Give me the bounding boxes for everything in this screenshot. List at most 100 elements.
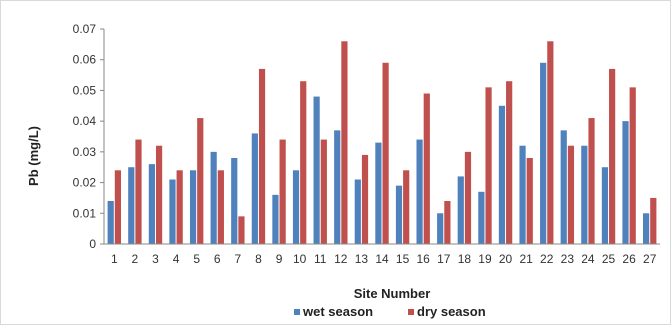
x-tick-label: 20 bbox=[499, 252, 513, 266]
y-tick-label: 0.06 bbox=[73, 53, 97, 67]
bar-dry-season-site-2 bbox=[135, 139, 142, 244]
bar-dry-season-site-6 bbox=[217, 170, 224, 244]
x-tick-label: 12 bbox=[334, 252, 348, 266]
bar-wet-season-site-25 bbox=[601, 167, 609, 244]
x-axis-tick-labels: 1 2 3 4 5 6 7 8 9 10 11 12 13 14 15 16 17 18 19 20 21 22 23 24 2… bbox=[111, 252, 657, 266]
bar-dry-season-site-21 bbox=[526, 158, 533, 244]
bar-dry-season-site-8 bbox=[258, 68, 266, 244]
bar-wet-season-site-12 bbox=[334, 130, 341, 244]
bar-wet-season-site-10 bbox=[292, 170, 300, 244]
bar-wet-season-site-19 bbox=[478, 191, 485, 244]
bar-wet-season-site-8 bbox=[251, 133, 258, 244]
bar-wet-season-site-11 bbox=[313, 96, 320, 244]
x-tick-label: 3 bbox=[152, 252, 159, 266]
y-axis-ticks: 0 0.01 0.02 0.03 0.04 0.05 0.06 0.07 bbox=[73, 22, 104, 251]
bar-dry-season-site-20 bbox=[506, 81, 513, 244]
bar-wet-season-site-9 bbox=[272, 194, 279, 244]
x-tick-label: 7 bbox=[235, 252, 242, 266]
x-tick-label: 24 bbox=[581, 252, 595, 266]
x-axis-title: Site Number bbox=[354, 286, 431, 301]
x-tick-label: 21 bbox=[519, 252, 533, 266]
bar-wet-season-site-2 bbox=[128, 167, 135, 244]
y-tick-label: 0.07 bbox=[73, 22, 97, 36]
bars bbox=[107, 41, 657, 245]
x-tick-label: 22 bbox=[540, 252, 554, 266]
legend-label-wet-season: wet season bbox=[302, 304, 373, 319]
x-tick-label: 15 bbox=[396, 252, 410, 266]
bar-dry-season-site-17 bbox=[444, 201, 451, 244]
x-tick-label: 16 bbox=[417, 252, 431, 266]
bar-dry-season-site-26 bbox=[629, 87, 636, 244]
bar-wet-season-site-20 bbox=[498, 105, 506, 245]
x-tick-label: 19 bbox=[478, 252, 492, 266]
legend-swatch-dry-season bbox=[408, 309, 414, 315]
x-tick-label: 4 bbox=[173, 252, 180, 266]
bar-dry-season-site-18 bbox=[464, 151, 472, 244]
bar-dry-season-site-1 bbox=[114, 170, 121, 244]
bar-dry-season-site-24 bbox=[588, 118, 595, 244]
x-tick-label: 25 bbox=[602, 252, 616, 266]
bar-dry-season-site-25 bbox=[609, 68, 616, 244]
bar-wet-season-site-24 bbox=[581, 145, 588, 244]
bar-dry-season-site-14 bbox=[382, 62, 389, 245]
bar-wet-season-site-23 bbox=[560, 130, 567, 244]
x-tick-label: 10 bbox=[293, 252, 307, 266]
y-tick-label: 0.02 bbox=[73, 176, 97, 190]
bar-dry-season-site-19 bbox=[485, 87, 492, 244]
bar-wet-season-site-27 bbox=[643, 213, 650, 244]
x-tick-label: 27 bbox=[643, 252, 657, 266]
x-tick-label: 1 bbox=[111, 252, 118, 266]
bar-wet-season-site-5 bbox=[189, 170, 197, 244]
x-tick-label: 17 bbox=[437, 252, 451, 266]
bar-dry-season-site-9 bbox=[279, 139, 286, 244]
x-tick-label: 2 bbox=[132, 252, 139, 266]
x-tick-label: 11 bbox=[314, 252, 327, 266]
bar-dry-season-site-13 bbox=[361, 154, 369, 244]
bar-dry-season-site-23 bbox=[567, 145, 575, 244]
bar-wet-season-site-22 bbox=[540, 62, 547, 245]
x-tick-label: 14 bbox=[375, 252, 389, 266]
x-tick-label: 18 bbox=[458, 252, 472, 266]
bar-wet-season-site-3 bbox=[148, 164, 155, 244]
bar-dry-season-site-15 bbox=[403, 170, 410, 244]
bar-wet-season-site-14 bbox=[375, 142, 382, 244]
bar-wet-season-site-16 bbox=[416, 139, 423, 244]
x-tick-label: 13 bbox=[355, 252, 369, 266]
y-tick-label: 0.04 bbox=[73, 114, 97, 128]
bar-wet-season-site-17 bbox=[437, 213, 444, 244]
y-axis-title: Pb (mg/L) bbox=[26, 126, 41, 186]
y-tick-label: 0.05 bbox=[73, 83, 97, 97]
y-tick-label: 0.03 bbox=[73, 145, 97, 159]
legend: wet season dry season bbox=[294, 304, 486, 319]
x-tick-label: 9 bbox=[276, 252, 283, 266]
x-tick-label: 8 bbox=[255, 252, 262, 266]
bar-wet-season-site-7 bbox=[231, 158, 238, 244]
bar-dry-season-site-11 bbox=[320, 139, 327, 244]
bar-dry-season-site-7 bbox=[238, 216, 245, 244]
legend-label-dry-season: dry season bbox=[417, 304, 486, 319]
y-tick-label: 0 bbox=[89, 237, 96, 251]
bar-wet-season-site-15 bbox=[395, 185, 403, 244]
bar-wet-season-site-26 bbox=[622, 121, 629, 244]
bar-dry-season-site-3 bbox=[155, 145, 163, 244]
bar-dry-season-site-27 bbox=[650, 197, 657, 244]
x-tick-label: 26 bbox=[622, 252, 636, 266]
bar-wet-season-site-6 bbox=[210, 151, 217, 244]
y-tick-label: 0.01 bbox=[73, 206, 97, 220]
x-tick-label: 6 bbox=[214, 252, 221, 266]
bar-dry-season-site-4 bbox=[176, 170, 183, 244]
bar-wet-season-site-1 bbox=[107, 201, 114, 244]
bar-wet-season-site-21 bbox=[519, 145, 526, 244]
x-tick-label: 5 bbox=[193, 252, 200, 266]
bar-wet-season-site-18 bbox=[457, 176, 464, 244]
bar-wet-season-site-4 bbox=[169, 179, 176, 244]
legend-swatch-wet-season bbox=[294, 309, 300, 315]
bar-dry-season-site-22 bbox=[547, 41, 554, 245]
bar-dry-season-site-5 bbox=[197, 118, 204, 244]
x-tick-label: 23 bbox=[561, 252, 575, 266]
bar-wet-season-site-13 bbox=[354, 179, 361, 244]
bar-dry-season-site-12 bbox=[341, 41, 348, 245]
bar-dry-season-site-10 bbox=[300, 81, 307, 244]
bar-dry-season-site-16 bbox=[423, 93, 430, 244]
